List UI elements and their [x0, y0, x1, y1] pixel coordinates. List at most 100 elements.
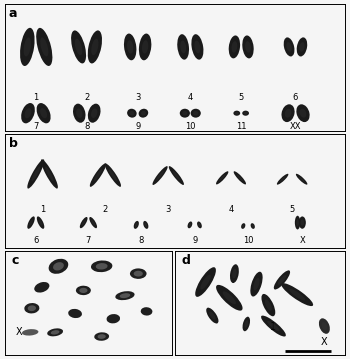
Text: 1: 1 [40, 205, 45, 214]
Text: 6: 6 [33, 237, 38, 246]
Ellipse shape [96, 263, 107, 270]
Ellipse shape [281, 104, 295, 122]
Ellipse shape [206, 308, 218, 323]
Ellipse shape [82, 220, 86, 225]
Ellipse shape [242, 36, 254, 59]
Text: X: X [300, 237, 305, 246]
Ellipse shape [37, 103, 51, 123]
Ellipse shape [245, 41, 251, 53]
Ellipse shape [182, 111, 187, 116]
Ellipse shape [241, 223, 245, 229]
Text: 3: 3 [135, 93, 140, 102]
Ellipse shape [229, 36, 240, 59]
Ellipse shape [88, 104, 100, 123]
Ellipse shape [142, 40, 148, 53]
Ellipse shape [24, 37, 31, 56]
Ellipse shape [296, 219, 299, 226]
Ellipse shape [34, 282, 49, 293]
Text: 7: 7 [86, 237, 91, 246]
Ellipse shape [71, 31, 86, 64]
Ellipse shape [188, 222, 192, 228]
Ellipse shape [91, 108, 97, 118]
Ellipse shape [261, 316, 286, 336]
Ellipse shape [20, 28, 35, 66]
Ellipse shape [27, 159, 44, 188]
Ellipse shape [285, 109, 291, 118]
Ellipse shape [153, 166, 168, 185]
Ellipse shape [89, 217, 97, 228]
Text: 3: 3 [166, 205, 171, 214]
Ellipse shape [278, 275, 286, 285]
Ellipse shape [51, 330, 60, 335]
Ellipse shape [91, 261, 112, 272]
Ellipse shape [88, 31, 102, 64]
Ellipse shape [40, 37, 48, 56]
Text: 8: 8 [84, 122, 89, 131]
Ellipse shape [286, 42, 292, 52]
Ellipse shape [251, 223, 255, 229]
Ellipse shape [90, 163, 106, 187]
Text: a: a [9, 8, 17, 20]
Ellipse shape [193, 111, 198, 116]
Ellipse shape [139, 109, 148, 118]
Ellipse shape [180, 41, 186, 53]
Text: 10: 10 [185, 122, 196, 131]
Ellipse shape [169, 166, 184, 185]
Ellipse shape [76, 286, 91, 295]
Ellipse shape [242, 111, 249, 116]
Ellipse shape [284, 37, 294, 56]
Ellipse shape [191, 109, 201, 118]
Ellipse shape [201, 275, 211, 289]
Ellipse shape [197, 222, 202, 228]
Ellipse shape [265, 299, 272, 311]
Ellipse shape [79, 288, 88, 293]
Text: 5: 5 [239, 93, 244, 102]
Ellipse shape [235, 112, 238, 115]
Ellipse shape [109, 169, 117, 181]
Text: c: c [12, 254, 19, 267]
Ellipse shape [40, 108, 47, 118]
Ellipse shape [115, 291, 135, 300]
Text: 1: 1 [270, 322, 276, 332]
Ellipse shape [299, 42, 304, 52]
Ellipse shape [319, 318, 330, 334]
Ellipse shape [274, 270, 290, 289]
Ellipse shape [194, 41, 201, 53]
Text: 11: 11 [236, 122, 246, 131]
Ellipse shape [145, 223, 147, 227]
Ellipse shape [233, 111, 240, 116]
Ellipse shape [36, 28, 52, 66]
Ellipse shape [219, 174, 225, 181]
Ellipse shape [195, 267, 216, 297]
Ellipse shape [209, 312, 215, 320]
Text: XX: XX [290, 122, 301, 131]
Ellipse shape [296, 174, 307, 185]
Ellipse shape [243, 317, 250, 331]
Ellipse shape [230, 264, 239, 283]
Ellipse shape [297, 37, 307, 56]
Ellipse shape [47, 328, 63, 336]
Ellipse shape [106, 314, 120, 323]
Ellipse shape [24, 303, 40, 313]
Ellipse shape [27, 216, 35, 229]
Ellipse shape [191, 34, 203, 60]
Ellipse shape [120, 293, 130, 298]
Text: X: X [321, 337, 328, 347]
Ellipse shape [300, 109, 306, 118]
Ellipse shape [198, 223, 201, 227]
Ellipse shape [94, 332, 109, 341]
Ellipse shape [76, 108, 82, 118]
Ellipse shape [244, 320, 248, 328]
Text: 10: 10 [243, 237, 253, 246]
Ellipse shape [37, 216, 44, 229]
Ellipse shape [252, 225, 254, 228]
Ellipse shape [250, 272, 262, 297]
Text: 8: 8 [138, 237, 144, 246]
Text: d: d [182, 254, 191, 267]
Ellipse shape [53, 262, 64, 270]
Ellipse shape [105, 163, 121, 187]
Ellipse shape [75, 39, 82, 55]
Ellipse shape [130, 269, 147, 279]
Ellipse shape [80, 217, 88, 228]
Ellipse shape [156, 171, 164, 180]
